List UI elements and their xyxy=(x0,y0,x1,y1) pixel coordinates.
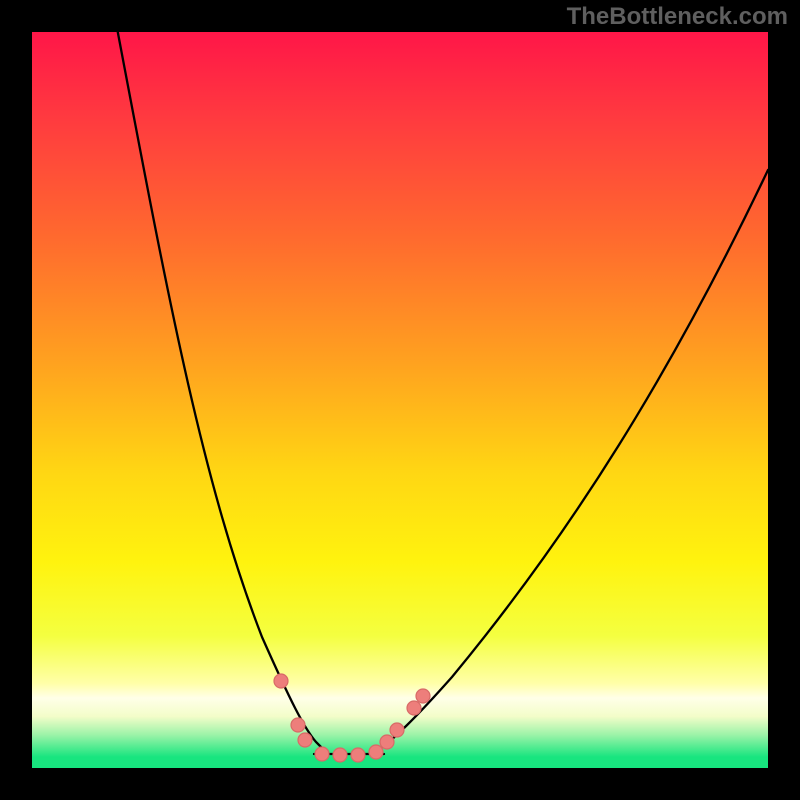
marker-point-4 xyxy=(333,748,347,762)
marker-point-1 xyxy=(291,718,305,732)
watermark-text: TheBottleneck.com xyxy=(567,3,788,31)
curve-left xyxy=(117,28,322,748)
curve-right xyxy=(377,170,768,750)
figure-root: TheBottleneck.com xyxy=(0,0,800,800)
marker-point-7 xyxy=(380,735,394,749)
marker-point-2 xyxy=(298,733,312,747)
marker-point-5 xyxy=(351,748,365,762)
curve-layer xyxy=(117,28,768,754)
marker-point-8 xyxy=(390,723,404,737)
marker-point-0 xyxy=(274,674,288,688)
marker-layer xyxy=(274,674,430,762)
marker-point-10 xyxy=(416,689,430,703)
plot-area xyxy=(32,32,768,768)
marker-point-3 xyxy=(315,747,329,761)
bottleneck-curve-chart xyxy=(32,32,768,768)
marker-point-6 xyxy=(369,745,383,759)
marker-point-9 xyxy=(407,701,421,715)
